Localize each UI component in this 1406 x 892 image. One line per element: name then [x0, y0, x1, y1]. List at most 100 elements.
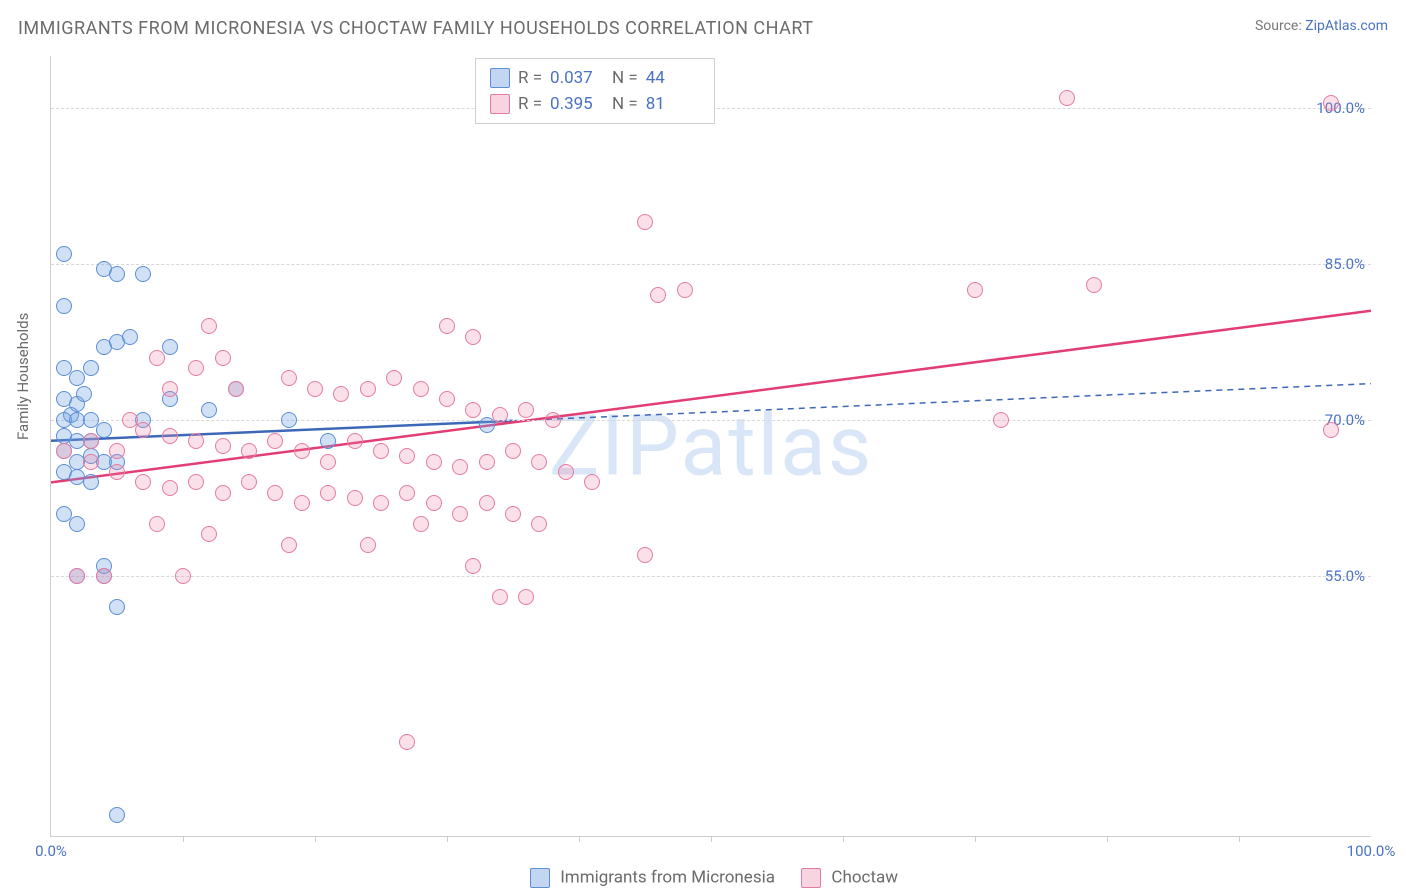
x-minor-tick — [315, 836, 316, 842]
data-point — [175, 568, 191, 584]
legend-swatch-pink — [801, 868, 821, 888]
data-point — [492, 407, 508, 423]
data-point — [96, 568, 112, 584]
data-point — [228, 381, 244, 397]
data-point — [479, 454, 495, 470]
legend-series: Immigrants from Micronesia Choctaw — [0, 867, 1406, 888]
legend-swatch-blue — [490, 68, 510, 88]
data-point — [56, 246, 72, 262]
source-link[interactable]: ZipAtlas.com — [1305, 18, 1388, 34]
data-point — [109, 266, 125, 282]
data-point — [215, 485, 231, 501]
data-point — [518, 589, 534, 605]
x-minor-tick — [183, 836, 184, 842]
data-point — [399, 448, 415, 464]
legend-label: Choctaw — [831, 868, 898, 888]
x-tick-label: 100.0% — [1347, 842, 1396, 860]
x-tick-label: 0.0% — [35, 842, 67, 860]
data-point — [386, 370, 402, 386]
data-point — [465, 329, 481, 345]
data-point — [109, 443, 125, 459]
gridline — [51, 264, 1371, 265]
data-point — [69, 568, 85, 584]
data-point — [56, 443, 72, 459]
data-point — [637, 214, 653, 230]
data-point — [505, 506, 521, 522]
x-minor-tick — [843, 836, 844, 842]
data-point — [96, 422, 112, 438]
data-point — [465, 402, 481, 418]
data-point — [465, 558, 481, 574]
data-point — [122, 329, 138, 345]
data-point — [281, 412, 297, 428]
data-point — [109, 807, 125, 823]
data-point — [413, 516, 429, 532]
data-point — [69, 516, 85, 532]
data-point — [347, 433, 363, 449]
data-point — [492, 589, 508, 605]
y-tick-label: 55.0% — [1325, 567, 1365, 585]
data-point — [83, 360, 99, 376]
data-point — [281, 537, 297, 553]
data-point — [993, 412, 1009, 428]
x-minor-tick — [711, 836, 712, 842]
data-point — [149, 516, 165, 532]
y-tick-label: 85.0% — [1325, 255, 1365, 273]
x-minor-tick — [975, 836, 976, 842]
legend-swatch-pink — [490, 94, 510, 114]
data-point — [320, 485, 336, 501]
data-point — [360, 537, 376, 553]
data-point — [479, 495, 495, 511]
data-point — [149, 350, 165, 366]
data-point — [135, 474, 151, 490]
legend-swatch-blue — [530, 868, 550, 888]
data-point — [69, 370, 85, 386]
data-point — [76, 386, 92, 402]
data-point — [320, 433, 336, 449]
data-point — [1059, 90, 1075, 106]
source-label: Source: ZipAtlas.com — [1255, 18, 1388, 34]
data-point — [109, 599, 125, 615]
data-point — [109, 464, 125, 480]
data-point — [637, 547, 653, 563]
gridline — [51, 576, 1371, 577]
data-point — [1323, 95, 1339, 111]
data-point — [162, 339, 178, 355]
data-point — [135, 266, 151, 282]
data-point — [426, 495, 442, 511]
data-point — [452, 506, 468, 522]
data-point — [294, 443, 310, 459]
data-point — [188, 433, 204, 449]
data-point — [584, 474, 600, 490]
data-point — [188, 474, 204, 490]
legend-stats: R = 0.037 N = 44 R = 0.395 N = 81 — [475, 58, 715, 124]
gridline — [51, 420, 1371, 421]
data-point — [531, 516, 547, 532]
x-minor-tick — [1239, 836, 1240, 842]
data-point — [215, 438, 231, 454]
data-point — [83, 454, 99, 470]
data-point — [241, 474, 257, 490]
data-point — [545, 412, 561, 428]
data-point — [439, 391, 455, 407]
data-point — [201, 402, 217, 418]
legend-row: R = 0.037 N = 44 — [490, 65, 700, 91]
data-point — [294, 495, 310, 511]
legend-label: Immigrants from Micronesia — [560, 868, 775, 888]
data-point — [360, 381, 376, 397]
data-point — [333, 386, 349, 402]
scatter-plot: ZIPatlas 55.0%70.0%85.0%100.0%0.0%100.0% — [50, 56, 1371, 837]
x-minor-tick — [447, 836, 448, 842]
data-point — [518, 402, 534, 418]
data-point — [347, 490, 363, 506]
x-minor-tick — [1107, 836, 1108, 842]
data-point — [399, 734, 415, 750]
data-point — [373, 495, 389, 511]
data-point — [967, 282, 983, 298]
data-point — [558, 464, 574, 480]
data-point — [399, 485, 415, 501]
legend-row: R = 0.395 N = 81 — [490, 91, 700, 117]
data-point — [373, 443, 389, 459]
data-point — [267, 485, 283, 501]
data-point — [439, 318, 455, 334]
